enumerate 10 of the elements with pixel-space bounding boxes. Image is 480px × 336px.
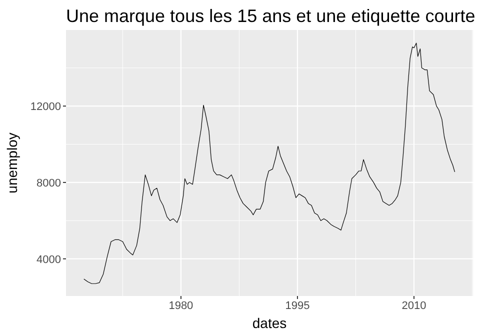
y-axis-title: unemploy <box>4 132 20 194</box>
x-tick-label: 2010 <box>402 300 426 312</box>
y-tick-label: 4000 <box>36 254 61 266</box>
y-tick-label: 8000 <box>36 177 61 190</box>
chart-title: Une marque tous les 15 ans et une etiquette courte <box>66 6 476 26</box>
y-tick-label: 12000 <box>30 101 61 114</box>
x-tick-label: 1980 <box>168 300 194 312</box>
line-series <box>84 42 456 284</box>
x-axis-title: dates <box>252 315 287 331</box>
x-tick-label: 1995 <box>285 300 310 312</box>
